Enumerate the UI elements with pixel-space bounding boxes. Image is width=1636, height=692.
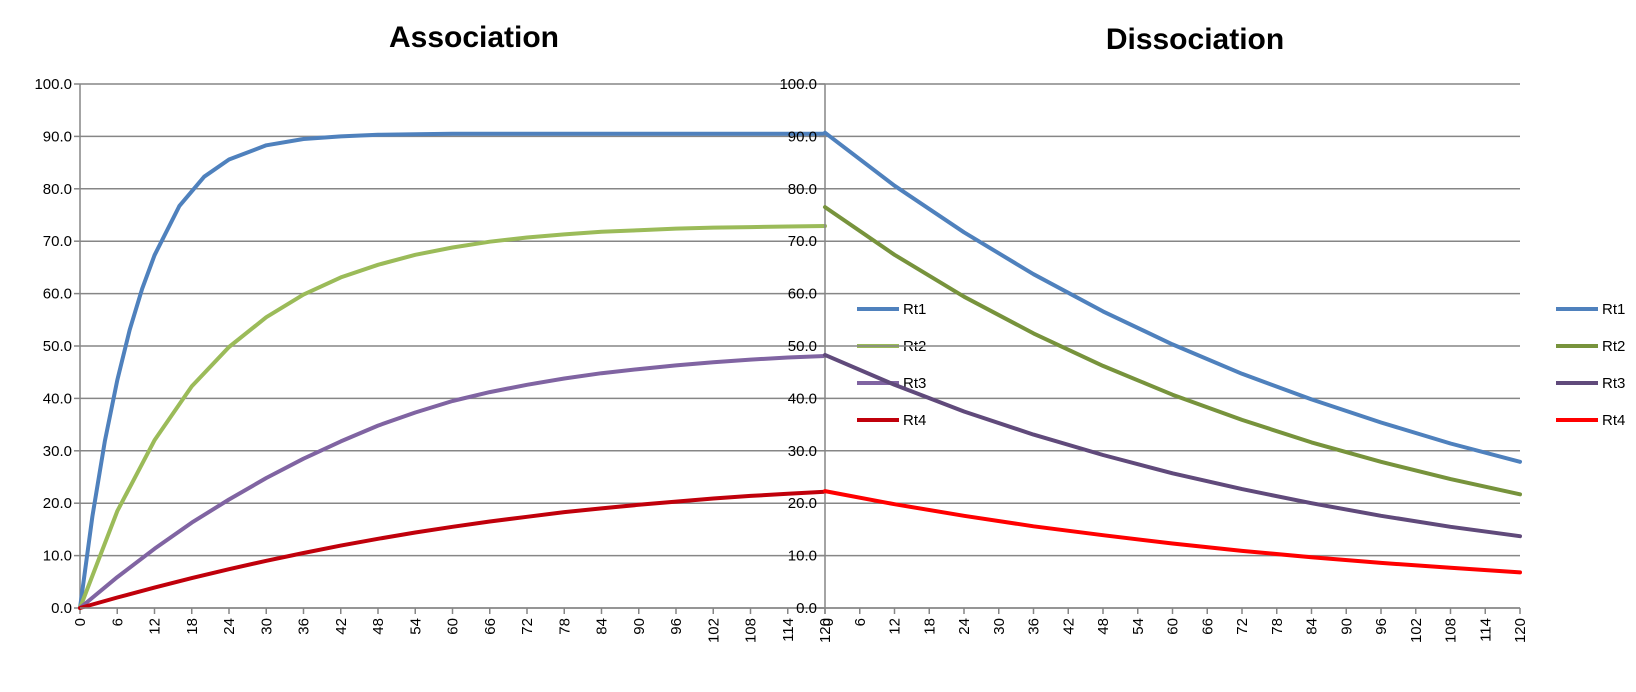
series-line-rt1 [78,131,827,610]
series-line-rt4 [823,489,1522,575]
x-tick-label: 24 [956,618,973,635]
legend-label-rt2: Rt2 [1602,338,1625,355]
x-tick-label: 66 [1199,618,1216,635]
x-tick-label: 72 [519,618,536,635]
legend-label-rt3: Rt3 [903,375,926,392]
y-tick-label: 0.0 [796,600,817,617]
y-tick-label: 40.0 [788,390,817,407]
x-tick-label: 108 [743,618,760,643]
chart-title-association: Association [389,21,559,54]
x-tick-label: 60 [445,618,462,635]
x-tick-label: 114 [1477,618,1494,642]
x-tick-label: 108 [1443,618,1460,643]
association-plot: 0.010.020.030.040.050.060.070.080.090.01… [34,76,926,643]
y-tick-label: 30.0 [43,443,72,460]
x-tick-label: 78 [556,618,573,635]
y-tick-label: 0.0 [51,600,72,617]
series-line-rt2 [78,224,827,610]
x-tick-label: 102 [705,618,722,643]
dissociation-plot: 0.0 10.0 20.0 30.0 40.0 50.0 60.0 70.0 80.0 90.0 1… [779,76,1625,643]
x-tick-label: 6 [852,618,869,626]
x-tick-label: 72 [1234,618,1251,635]
x-tick-label: 24 [221,618,238,635]
x-tick-label: 0 [820,618,837,626]
legend-label-rt1: Rt1 [903,301,926,318]
x-tick-label: 120 [817,618,834,643]
x-tick-label: 18 [921,618,938,635]
x-tick-label: 90 [1338,618,1355,635]
x-tick-label: 30 [258,618,275,635]
x-tick-label: 96 [668,618,685,635]
x-tick-label: 114 [780,618,797,642]
x-tick-label: 42 [1060,618,1077,635]
chart-title-dissociation: Dissociation [1106,23,1284,56]
x-tick-label: 78 [1269,618,1286,635]
x-tick-label: 54 [1130,618,1147,635]
series-line-rt3 [78,354,827,610]
y-tick-label: 70.0 [43,233,72,250]
x-tick-label: 84 [594,618,611,635]
series-line-rt4 [78,489,827,610]
y-tick-label: 30.0 [788,443,817,460]
x-tick-label: 48 [1095,618,1112,635]
x-tick-label: 90 [631,618,648,635]
x-tick-label: 36 [296,618,313,635]
y-tick-label: 60.0 [788,286,817,303]
y-tick-label: 100.0 [779,76,817,93]
y-tick-label: 80.0 [43,181,72,198]
x-tick-label: 0 [72,618,89,626]
y-tick-label: 100.0 [34,76,72,93]
x-tick-label: 36 [1026,618,1043,635]
y-tick-label: 70.0 [788,233,817,250]
y-tick-label: 10.0 [788,548,817,565]
y-tick-label: 90.0 [788,128,817,145]
x-tick-label: 120 [1512,618,1529,643]
x-tick-label: 30 [991,618,1008,635]
x-tick-label: 84 [1304,618,1321,635]
x-tick-label: 42 [333,618,350,635]
y-tick-label: 10.0 [43,548,72,565]
x-tick-label: 96 [1373,618,1390,635]
x-tick-label: 18 [184,618,201,635]
y-tick-label: 40.0 [43,390,72,407]
x-tick-label: 48 [370,618,387,635]
y-tick-label: 50.0 [788,338,817,355]
series-line-rt2 [823,205,1522,497]
x-tick-label: 12 [887,618,904,635]
legend-label-rt4: Rt4 [903,412,926,429]
y-tick-label: 20.0 [43,495,72,512]
x-tick-label: 60 [1165,618,1182,635]
x-tick-label: 54 [407,618,424,635]
x-tick-label: 6 [109,618,126,626]
x-tick-label: 66 [482,618,499,635]
legend-label-rt1: Rt1 [1602,301,1625,318]
x-tick-label: 102 [1408,618,1425,643]
y-tick-label: 50.0 [43,338,72,355]
y-tick-label: 90.0 [43,128,72,145]
series-line-rt1 [823,130,1522,464]
legend-label-rt4: Rt4 [1602,412,1625,429]
x-tick-label: 12 [147,618,164,635]
y-tick-label: 20.0 [788,495,817,512]
y-tick-label: 80.0 [788,181,817,198]
legend-label-rt3: Rt3 [1602,375,1625,392]
y-tick-label: 60.0 [43,286,72,303]
series-line-rt3 [823,352,1522,539]
